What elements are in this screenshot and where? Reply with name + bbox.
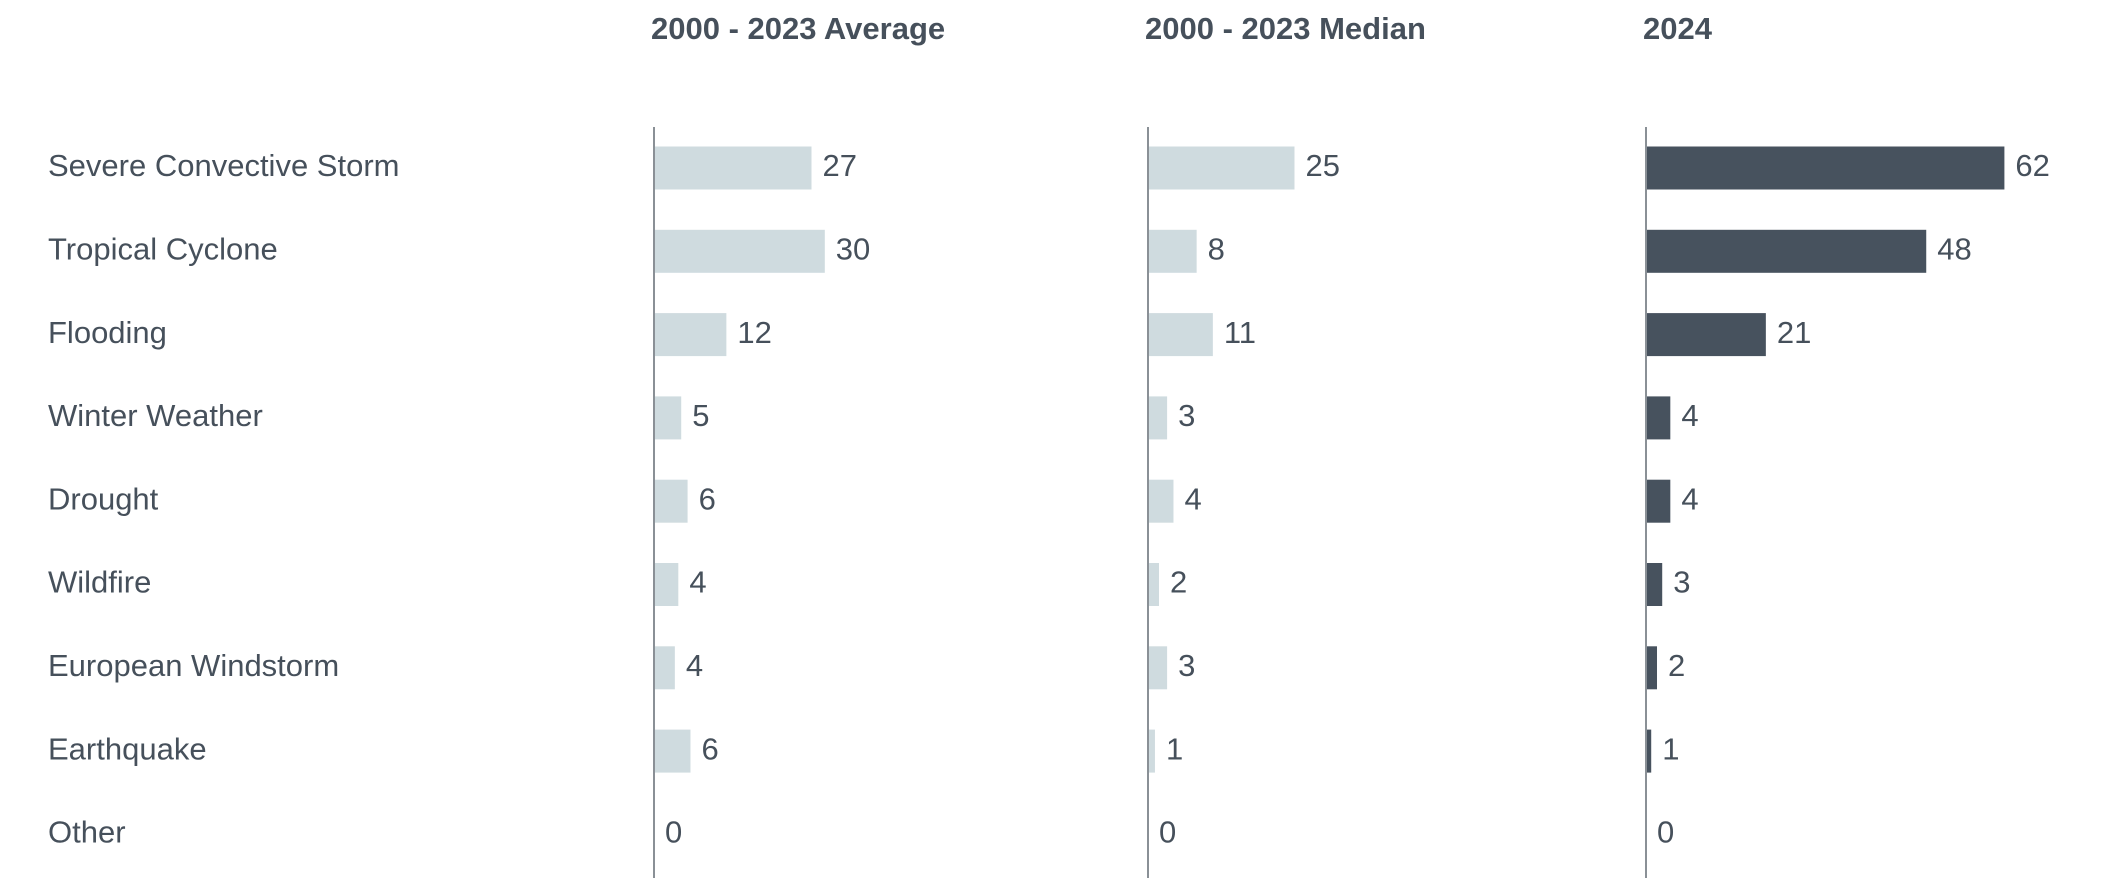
value-label: 6 [699, 481, 716, 516]
value-label: 1 [1662, 731, 1679, 766]
value-label: 30 [836, 231, 870, 266]
category-label: Flooding [48, 315, 167, 350]
value-label: 48 [1937, 231, 1971, 266]
value-label: 6 [701, 731, 718, 766]
bar [654, 479, 688, 523]
value-label: 1 [1166, 731, 1183, 766]
bar [1148, 646, 1168, 690]
bar [1148, 146, 1295, 190]
value-label: 4 [1184, 481, 1201, 516]
value-label: 4 [689, 565, 706, 600]
bar [1646, 563, 1663, 606]
value-label: 5 [692, 398, 709, 433]
bar [1148, 479, 1174, 523]
category-label: Drought [48, 481, 159, 516]
bar [1646, 646, 1658, 690]
value-label: 4 [1681, 481, 1698, 516]
series-title: 2000 - 2023 Median [1145, 11, 1426, 46]
value-label: 2 [1668, 648, 1685, 683]
value-label: 3 [1673, 565, 1690, 600]
bar [654, 313, 727, 357]
category-label: Winter Weather [48, 398, 263, 433]
bar [1646, 396, 1671, 440]
bar [1148, 229, 1197, 273]
value-label: 8 [1208, 231, 1225, 266]
value-label: 0 [1657, 815, 1674, 850]
category-label: Wildfire [48, 565, 151, 600]
value-label: 3 [1178, 398, 1195, 433]
value-label: 12 [737, 315, 771, 350]
bar [654, 563, 679, 606]
value-label: 0 [665, 815, 682, 850]
value-label: 3 [1178, 648, 1195, 683]
value-label: 21 [1777, 315, 1811, 350]
category-label: Other [48, 815, 126, 850]
bar [1646, 146, 2005, 190]
bar [654, 146, 812, 190]
value-label: 2 [1170, 565, 1187, 600]
value-label: 27 [822, 148, 856, 183]
bar [1646, 479, 1671, 523]
value-label: 25 [1305, 148, 1339, 183]
bar [1646, 729, 1652, 773]
value-label: 4 [686, 648, 703, 683]
bar [654, 229, 825, 273]
bar [654, 396, 682, 440]
series-title: 2024 [1643, 11, 1713, 46]
value-label: 11 [1224, 315, 1256, 350]
bar [1148, 563, 1160, 606]
category-label: European Windstorm [48, 648, 339, 683]
series-title: 2000 - 2023 Average [651, 11, 945, 46]
bar [1148, 729, 1155, 773]
category-label: Severe Convective Storm [48, 148, 399, 183]
value-label: 4 [1681, 398, 1698, 433]
value-label: 0 [1159, 815, 1176, 850]
bar [1646, 313, 1766, 357]
bar [1148, 396, 1168, 440]
category-label: Earthquake [48, 731, 207, 766]
bar [1148, 313, 1213, 357]
bar [1646, 229, 1927, 273]
bar [654, 646, 675, 690]
category-label: Tropical Cyclone [48, 231, 278, 266]
value-label: 62 [2015, 148, 2049, 183]
bar [654, 729, 691, 773]
